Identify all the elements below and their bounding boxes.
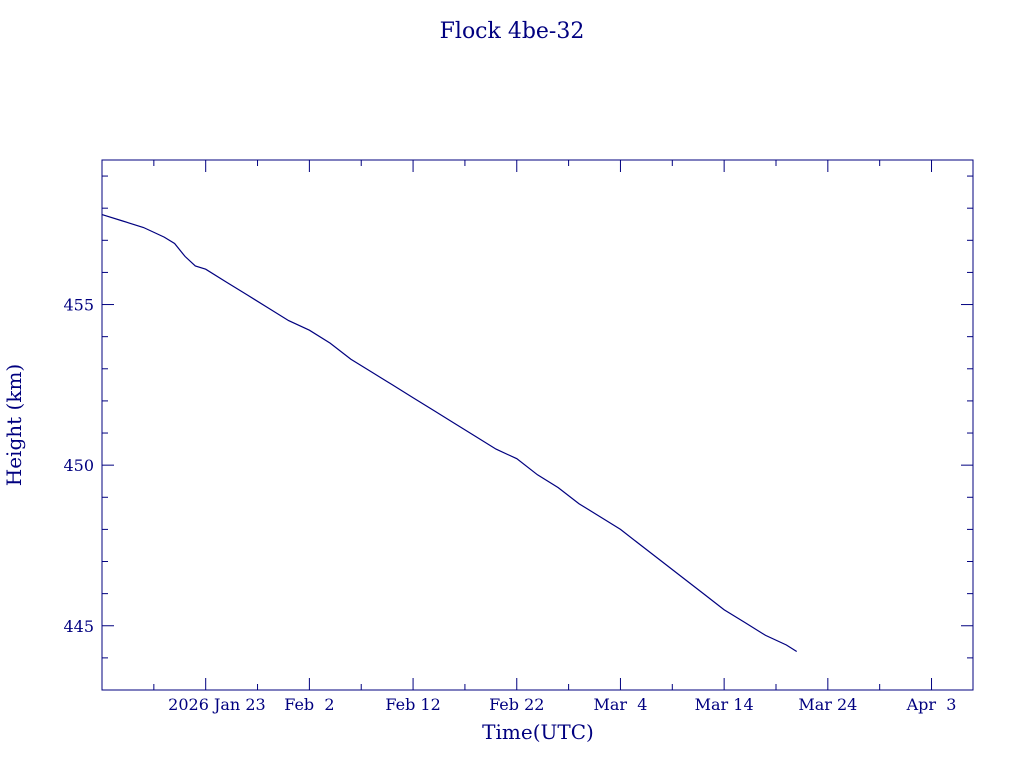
x-tick-label: Feb 22: [489, 695, 544, 714]
y-axis: [102, 175, 973, 691]
series-line: [101, 214, 798, 653]
chart-title: Flock 4be-32: [440, 19, 585, 44]
x-tick-label: 2026 Jan 23: [168, 695, 266, 714]
x-axis: [153, 160, 933, 690]
y-axis-label: Height (km): [2, 364, 26, 486]
x-tick-label: Mar 14: [695, 695, 754, 714]
x-tick-label: Apr 3: [906, 695, 957, 714]
x-tick-label: Feb 12: [385, 695, 440, 714]
x-tick-label: Mar 4: [593, 695, 647, 714]
y-tick-label: 450: [63, 456, 94, 475]
x-tick-labels: 2026 Jan 23 Feb 2 Feb 12 Feb 22 Mar 4 Mar 14 M…: [168, 695, 956, 714]
x-tick-label: Feb 2: [284, 695, 334, 714]
y-tick-label: 445: [63, 617, 94, 636]
y-tick-labels: 445 450 455: [63, 296, 94, 636]
y-tick-label: 455: [63, 296, 94, 315]
x-tick-label: Mar 24: [798, 695, 857, 714]
plot-frame: [101, 159, 974, 691]
x-axis-label: Time(UTC): [482, 720, 594, 744]
